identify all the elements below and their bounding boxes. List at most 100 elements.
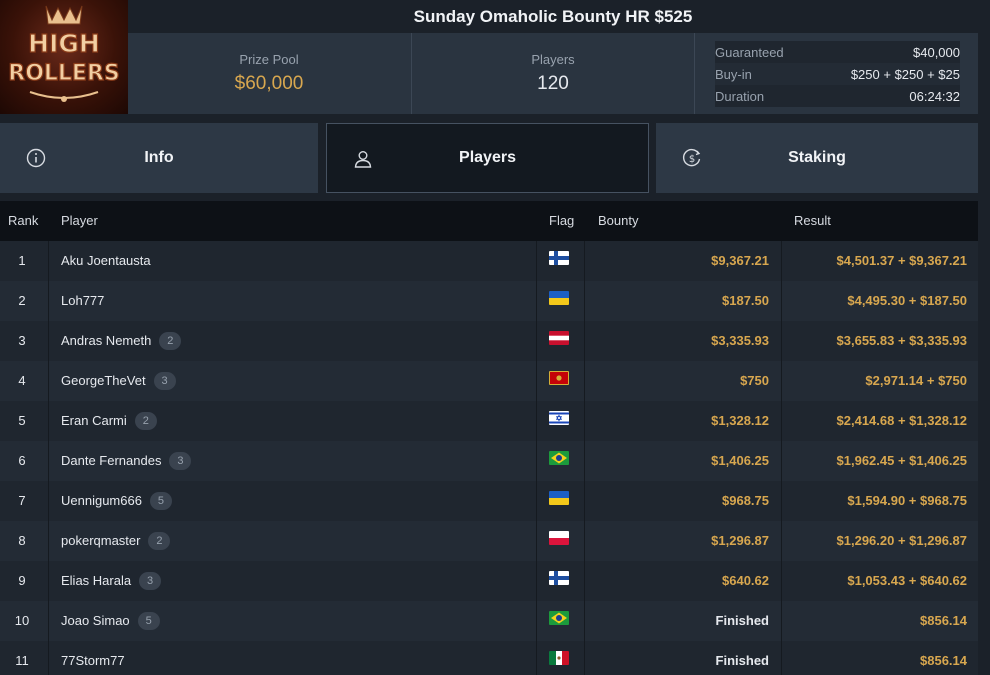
high-rollers-logo: HIGH ROLLERS	[0, 0, 128, 114]
table-row[interactable]: 4 GeorgeTheVet 3 $750 $2,971.14 + $750	[0, 361, 978, 401]
result-cell: $856.14	[920, 613, 967, 628]
column-rank[interactable]: Rank	[8, 213, 39, 228]
tournament-title: Sunday Omaholic Bounty HR $525	[413, 6, 693, 26]
tab-players[interactable]: Players	[326, 123, 649, 193]
player-cell: GeorgeTheVet 3	[61, 361, 176, 401]
table-row[interactable]: 1 Aku Joentausta $9,367.21 $4,501.37 + $…	[0, 241, 978, 281]
player-cell: Joao Simao 5	[61, 601, 160, 641]
prize-pool-value: $60,000	[234, 73, 304, 94]
rank-cell: 6	[18, 453, 26, 468]
prize-pool-label: Prize Pool	[239, 52, 299, 67]
entries-badge: 2	[159, 332, 182, 350]
rank-cell: 11	[15, 653, 29, 668]
column-bounty[interactable]: Bounty	[598, 213, 639, 228]
entries-badge: 3	[139, 572, 162, 590]
table-row[interactable]: 11 77Storm77 Finished $856.14	[0, 641, 978, 675]
tab-staking[interactable]: $ Staking	[656, 123, 978, 193]
player-cell: Loh777	[61, 281, 104, 321]
player-name: 77Storm77	[61, 653, 125, 668]
bounty-cell: $1,328.12	[711, 413, 769, 428]
players-value: 120	[537, 73, 569, 94]
table-row[interactable]: 9 Elias Harala 3 $640.62 $1,053.43 + $640…	[0, 561, 978, 601]
rank-cell: 4	[18, 373, 26, 388]
player-cell: 77Storm77	[61, 641, 125, 675]
player-name: Eran Carmi	[61, 413, 127, 428]
table-row[interactable]: 10 Joao Simao 5 Finished $856.14	[0, 601, 978, 641]
guaranteed-row: Guaranteed $40,000	[715, 41, 960, 63]
title-bar: Sunday Omaholic Bounty HR $525	[128, 0, 978, 33]
result-cell: $2,414.68 + $1,328.12	[836, 413, 967, 428]
result-cell: $3,655.83 + $3,335.93	[836, 333, 967, 348]
buyin-label: Buy-in	[715, 66, 752, 82]
player-cell: Elias Harala 3	[61, 561, 162, 601]
rank-cell: 8	[18, 533, 26, 548]
rank-cell: 2	[18, 293, 26, 308]
result-cell: $1,962.45 + $1,406.25	[836, 453, 967, 468]
table-row[interactable]: 5 Eran Carmi 2 $1,328.12 $2,414.68 + $1,3…	[0, 401, 978, 441]
table-row[interactable]: 2 Loh777 $187.50 $4,495.30 + $187.50	[0, 281, 978, 321]
tab-info[interactable]: Info	[0, 123, 318, 193]
bounty-cell: $3,335.93	[711, 333, 769, 348]
bounty-cell: $9,367.21	[711, 253, 769, 268]
players-table-body: 1 Aku Joentausta $9,367.21 $4,501.37 + $…	[0, 241, 978, 675]
table-row[interactable]: 3 Andras Nemeth 2 $3,335.93 $3,655.83 + $…	[0, 321, 978, 361]
player-name: Andras Nemeth	[61, 333, 152, 348]
result-cell: $1,594.90 + $968.75	[847, 493, 967, 508]
austria-flag-icon	[549, 331, 569, 345]
rank-cell: 10	[14, 613, 30, 628]
table-row[interactable]: 8 pokerqmaster 2 $1,296.87 $1,296.20 + $1…	[0, 521, 978, 561]
duration-row: Duration 06:24:32	[715, 85, 960, 107]
players-label: Players	[531, 52, 575, 67]
info-icon	[26, 148, 46, 168]
svg-text:$: $	[689, 154, 695, 165]
entries-badge: 3	[169, 452, 192, 470]
ukraine-flag-icon	[549, 291, 569, 305]
bounty-cell: $750	[740, 373, 769, 388]
column-player[interactable]: Player	[61, 213, 98, 228]
player-name: Aku Joentausta	[61, 253, 151, 268]
rank-cell: 5	[18, 413, 26, 428]
player-cell: Andras Nemeth 2	[61, 321, 182, 361]
player-name: pokerqmaster	[61, 533, 141, 548]
player-name: GeorgeTheVet	[61, 373, 146, 388]
player-name: Uennigum666	[61, 493, 142, 508]
prize-pool-stat: Prize Pool $60,000	[128, 33, 410, 114]
finland-flag-icon	[549, 251, 569, 265]
tournament-details: Guaranteed $40,000 Buy-in $250 + $250 + …	[694, 33, 978, 114]
player-name: Elias Harala	[61, 573, 132, 588]
dollar-coin-icon: $	[682, 148, 701, 167]
entries-badge: 2	[134, 412, 157, 430]
tab-info-label: Info	[144, 149, 174, 166]
column-flag[interactable]: Flag	[549, 213, 575, 228]
mexico-flag-icon	[549, 651, 569, 665]
table-row[interactable]: 7 Uennigum666 5 $968.75 $1,594.90 + $968.…	[0, 481, 978, 521]
bounty-cell: Finished	[715, 613, 769, 628]
player-cell: Dante Fernandes 3	[61, 441, 192, 481]
ukraine-flag-icon	[549, 491, 569, 505]
players-stat: Players 120	[411, 33, 694, 114]
rank-cell: 3	[18, 333, 26, 348]
israel-flag-icon	[549, 411, 569, 425]
finland-flag-icon	[549, 571, 569, 585]
table-row[interactable]: 6 Dante Fernandes 3 $1,406.25 $1,962.45 +…	[0, 441, 978, 481]
montenegro-flag-icon	[549, 371, 569, 385]
result-cell: $1,296.20 + $1,296.87	[836, 533, 967, 548]
rank-cell: 9	[18, 573, 26, 588]
logo-image: HIGH ROLLERS	[8, 5, 120, 102]
duration-label: Duration	[715, 88, 765, 104]
buyin-value: $250 + $250 + $25	[850, 66, 960, 82]
bounty-cell: $187.50	[722, 293, 769, 308]
result-cell: $2,971.14 + $750	[865, 373, 967, 388]
column-result[interactable]: Result	[794, 213, 831, 228]
entries-badge: 5	[149, 492, 172, 510]
player-name: Joao Simao	[61, 613, 130, 628]
players-table-header: Rank Player Flag Bounty Result	[0, 201, 978, 241]
bounty-cell: $1,406.25	[711, 453, 769, 468]
result-cell: $4,501.37 + $9,367.21	[836, 253, 967, 268]
entries-badge: 2	[148, 532, 171, 550]
entries-badge: 5	[137, 612, 160, 630]
bounty-cell: $968.75	[722, 493, 769, 508]
rank-cell: 1	[18, 253, 26, 268]
player-name: Dante Fernandes	[61, 453, 162, 468]
